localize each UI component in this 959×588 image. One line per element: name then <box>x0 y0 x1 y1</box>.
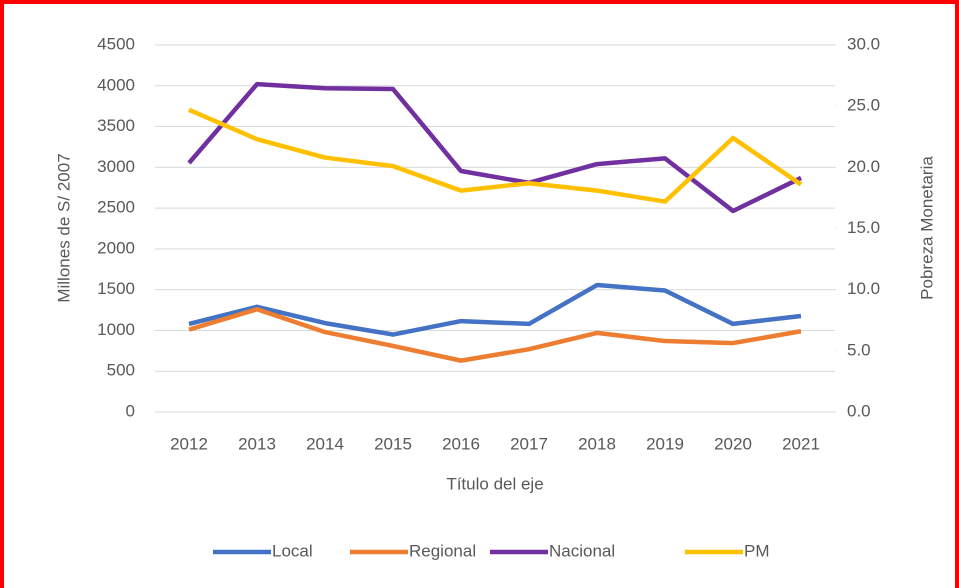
y-tick-label: 4000 <box>97 75 135 94</box>
y-tick-label: 4500 <box>97 34 135 53</box>
x-tick-label: 2013 <box>238 434 276 453</box>
x-tick-label: 2021 <box>782 434 820 453</box>
series-line <box>187 81 802 214</box>
y-tick-label: 3000 <box>97 157 135 176</box>
y2-tick-label: 25.0 <box>847 96 880 115</box>
y2-axis-title: Pobreza Monetaria <box>917 156 936 300</box>
series-line <box>188 306 802 363</box>
y2-tick-label: 10.0 <box>847 279 880 298</box>
series-line <box>188 282 802 337</box>
y-tick-label: 0 <box>126 401 135 420</box>
x-axis-title: Título del eje <box>446 474 543 493</box>
legend-label: Regional <box>409 541 476 560</box>
y2-tick-label: 0.0 <box>847 401 871 420</box>
x-tick-label: 2019 <box>646 434 684 453</box>
y-tick-label: 500 <box>107 361 135 380</box>
y2-tick-label: 15.0 <box>847 218 880 237</box>
x-tick-label: 2020 <box>714 434 752 453</box>
y2-tick-label: 20.0 <box>847 157 880 176</box>
x-tick-label: 2012 <box>170 434 208 453</box>
y-tick-label: 2500 <box>97 198 135 217</box>
legend-label: PM <box>744 541 770 560</box>
x-tick-label: 2016 <box>442 434 480 453</box>
y-tick-label: 1000 <box>97 320 135 339</box>
y2-tick-label: 30.0 <box>847 34 880 53</box>
legend-label: Local <box>272 541 313 560</box>
x-tick-label: 2017 <box>510 434 548 453</box>
legend-label: Nacional <box>549 541 615 560</box>
y2-tick-label: 5.0 <box>847 340 871 359</box>
series-line <box>188 107 803 204</box>
y-tick-label: 2000 <box>97 238 135 257</box>
y-tick-label: 3500 <box>97 116 135 135</box>
x-tick-label: 2018 <box>578 434 616 453</box>
y-axis-title: Millones de S/ 2007 <box>54 153 73 302</box>
x-tick-label: 2015 <box>374 434 412 453</box>
y-tick-label: 1500 <box>97 279 135 298</box>
x-tick-label: 2014 <box>306 434 344 453</box>
